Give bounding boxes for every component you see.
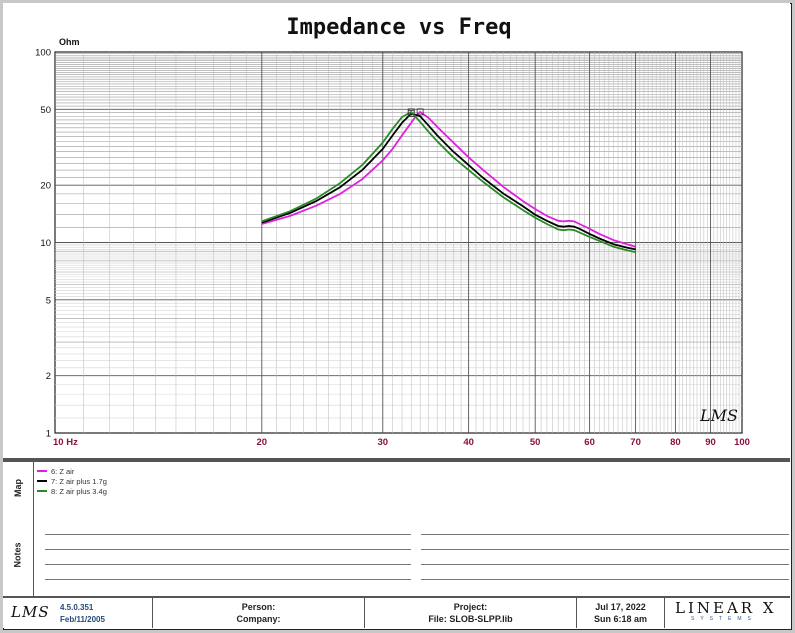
lms-watermark: LMS [699, 406, 738, 425]
x-tick-label: 10 Hz [53, 437, 78, 448]
x-tick-label: 50 [530, 437, 541, 448]
note-line [45, 549, 411, 550]
y-tick-label: 1 [46, 429, 51, 440]
x-tick-label: 90 [705, 437, 716, 448]
linear-x-subtitle: SYSTEMS [691, 616, 757, 622]
legend-label: 7: Z air plus 1.7g [51, 476, 107, 486]
legend-label: 6: Z air [51, 466, 75, 476]
legend-label: 8: Z air plus 3.4g [51, 486, 107, 496]
series-layer [261, 108, 636, 253]
note-line [45, 564, 411, 565]
series-line-6 [261, 111, 636, 248]
series-line-8 [261, 111, 636, 253]
legend-swatch [37, 470, 47, 472]
version-number: 4.5.0.351 [60, 603, 94, 612]
chart-panel: Impedance vs Freq Ohm 10 Hz 20 30 40 50 60 70 8… [3, 3, 790, 460]
lms-logo: LMS [11, 603, 50, 621]
y-unit-label: Ohm [59, 37, 80, 47]
footer-date-cell: Jul 17, 2022 Sun 6:18 am [577, 598, 665, 628]
linear-x-logo: LINEAR X [675, 599, 777, 617]
y-tick-label: 5 [46, 295, 51, 306]
series-line-7 [261, 112, 636, 251]
note-line [421, 549, 789, 550]
note-line [421, 564, 789, 565]
legend: 6: Z air 7: Z air plus 1.7g 8: Z air plus … [37, 466, 107, 496]
legend-item: 8: Z air plus 3.4g [37, 486, 107, 496]
note-line [45, 579, 411, 580]
map-side-label: Map [3, 462, 34, 514]
footer: LMS 4.5.0.351 Feb/11/2005 Person: Compan… [3, 598, 790, 628]
peak-marker [416, 108, 424, 116]
legend-swatch [37, 490, 47, 492]
footer-logo-cell: LMS 4.5.0.351 Feb/11/2005 [3, 598, 153, 628]
x-tick-label: 60 [584, 437, 595, 448]
y-tick-label: 100 [35, 48, 51, 59]
company-label: Company: [236, 614, 281, 624]
version-info: 4.5.0.351 Feb/11/2005 [60, 602, 105, 626]
notes-panel: Notes [3, 514, 790, 598]
map-label: Map [13, 479, 23, 497]
footer-project-cell: Project: File: SLOB-SLPP.lib [365, 598, 577, 628]
y-tick-label: 50 [40, 105, 51, 116]
footer-date: Jul 17, 2022 [595, 602, 646, 612]
note-line [421, 579, 789, 580]
y-tick-labels: 1 2 5 10 20 50 100 [35, 48, 51, 440]
y-tick-label: 10 [40, 238, 51, 249]
version-date: Feb/11/2005 [60, 615, 105, 624]
legend-item: 7: Z air plus 1.7g [37, 476, 107, 486]
footer-person-cell: Person: Company: [153, 598, 365, 628]
file-label: File: SLOB-SLPP.lib [428, 614, 513, 624]
legend-item: 6: Z air [37, 466, 107, 476]
peak-marker [407, 108, 415, 116]
note-line [421, 534, 789, 535]
x-tick-labels: 10 Hz 20 30 40 50 60 70 80 90 100 [53, 437, 750, 448]
legend-swatch [37, 480, 47, 482]
x-tick-label: 70 [630, 437, 641, 448]
person-label: Person: [241, 602, 276, 612]
notes-side-label: Notes [3, 514, 34, 596]
grid-layer [54, 51, 743, 434]
x-tick-label: 80 [670, 437, 681, 448]
y-tick-label: 2 [46, 371, 51, 382]
map-panel: Map 6: Z air 7: Z air plus 1.7g 8: Z air p… [3, 460, 790, 516]
x-tick-label: 40 [463, 437, 474, 448]
note-line [45, 534, 411, 535]
chart-title: Impedance vs Freq [286, 15, 511, 40]
x-tick-label: 30 [377, 437, 388, 448]
x-tick-label: 20 [257, 437, 268, 448]
project-label: Project: [453, 602, 488, 612]
footer-brand-cell: LINEAR X SYSTEMS [665, 598, 790, 628]
footer-time: Sun 6:18 am [593, 614, 648, 624]
x-tick-label: 100 [734, 437, 750, 448]
notes-lines [45, 534, 789, 594]
impedance-chart: Impedance vs Freq Ohm 10 Hz 20 30 40 50 60 70 8… [35, 15, 750, 448]
notes-label: Notes [12, 542, 23, 568]
y-tick-label: 20 [40, 181, 51, 192]
